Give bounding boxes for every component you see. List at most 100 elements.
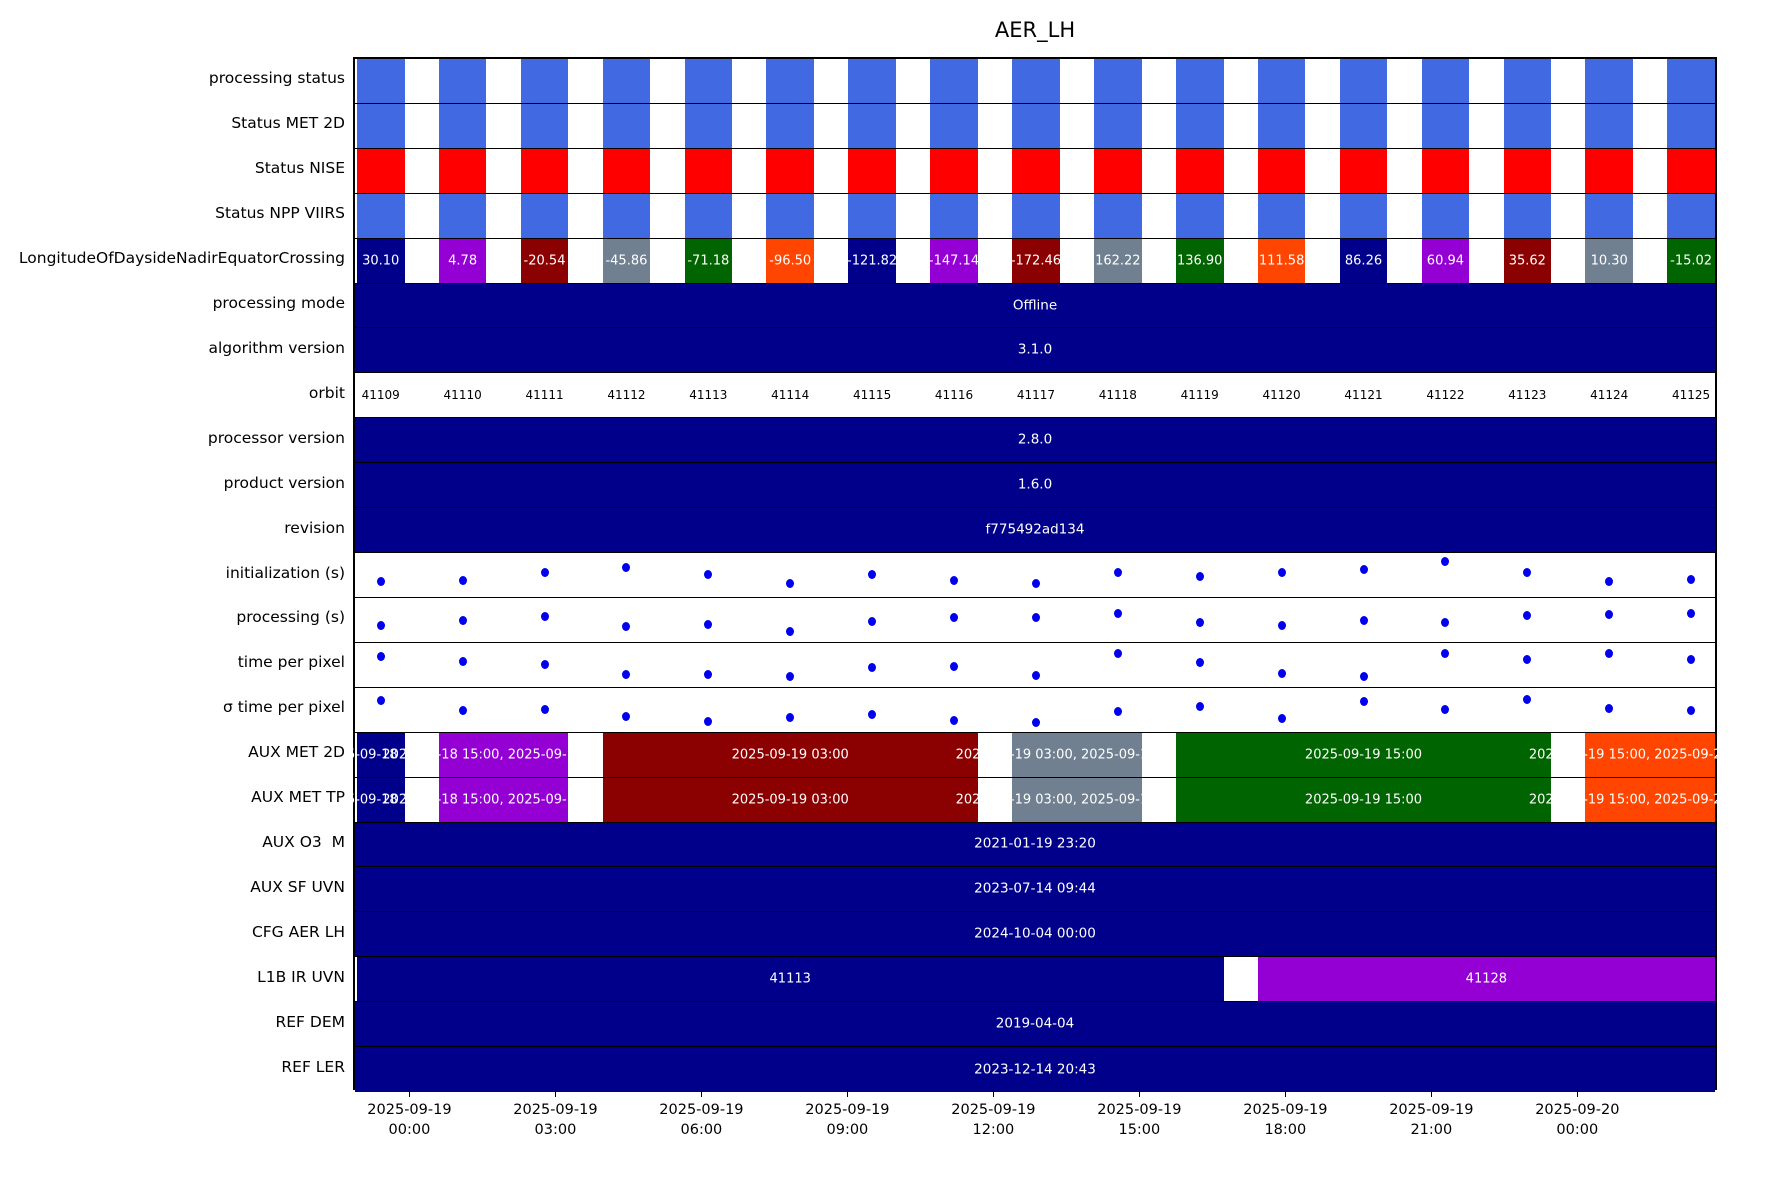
value-bar-label: 2023-07-14 09:44 (974, 880, 1096, 897)
longitude-block: -20.54 (520, 238, 569, 283)
data-point (704, 669, 713, 679)
data-point (540, 611, 549, 621)
aux-segment-label: 2025-09-19 15:00 (1304, 747, 1423, 763)
orbit-number: 41115 (853, 388, 892, 403)
granule-block (1175, 148, 1224, 193)
x-axis-tick-label: 2025-09-19 00:00 (367, 1102, 452, 1138)
row-cfg-aer-lh: 2024-10-04 00:00 (355, 912, 1715, 958)
granule-block (1339, 193, 1388, 238)
aux-segment-label: 2025-09-19 03:00 (731, 747, 849, 763)
orbit-number: 41113 (689, 388, 728, 403)
granule-block (930, 59, 978, 103)
granule-block (602, 59, 651, 103)
x-axis-tick-label: 2025-09-20 00:00 (1535, 1102, 1620, 1138)
granule-block (1094, 59, 1142, 103)
x-axis-tick-label: 2025-09-19 15:00 (1097, 1102, 1182, 1138)
granule-block (438, 103, 487, 148)
row-processing-mode: Offline (355, 283, 1715, 329)
row-label: algorithm version (208, 338, 345, 357)
aux-segment: 41113 (356, 957, 1224, 1002)
longitude-block: -15.02 (1667, 238, 1715, 283)
aux-segment-label: 2025-09-18 15:00, 2025-09-19 03:00 (382, 747, 625, 763)
data-point (1605, 703, 1614, 713)
value-bar-label: 2.8.0 (1017, 431, 1053, 448)
longitude-block: 111.58 (1257, 238, 1306, 283)
granule-block (356, 103, 405, 148)
data-point (704, 570, 713, 580)
row-revision: f775492ad134 (355, 508, 1715, 554)
data-point (1687, 609, 1696, 619)
aux-segment-label: 2025-09-19 15:00 (1304, 792, 1423, 808)
granule-block (1175, 103, 1224, 148)
data-point (1605, 648, 1614, 658)
aux-segment-label: 2025-09-18 15:00, 2025-09-19 03:00 (382, 792, 625, 808)
value-bar-label: 2021-01-19 23:20 (974, 835, 1096, 852)
granule-block (602, 148, 651, 193)
granule-block (1667, 148, 1715, 193)
data-point (868, 663, 877, 673)
longitude-value: 10.30 (1590, 253, 1628, 269)
orbit-number: 41116 (934, 388, 974, 403)
data-point (1523, 568, 1532, 578)
data-point (1359, 672, 1368, 682)
x-axis-tick-label: 2025-09-19 09:00 (805, 1102, 890, 1138)
granule-block (1012, 103, 1060, 148)
value-bar-label: 3.1.0 (1017, 341, 1053, 358)
granule-block (1585, 193, 1633, 238)
row-label: AUX O3 M (262, 832, 345, 851)
x-axis-tick (408, 1090, 411, 1097)
granule-block (848, 59, 896, 103)
aux-segment: 2025-09-19 15:00 (1175, 777, 1552, 822)
data-point (1277, 620, 1286, 630)
row-label: processing mode (212, 294, 345, 313)
row-label: AUX SF UVN (250, 877, 345, 896)
granule-block (1094, 148, 1142, 193)
row-label: AUX MET 2D (248, 743, 345, 762)
aux-segment: 41128 (1257, 957, 1715, 1002)
longitude-block: 136.90 (1175, 238, 1224, 283)
granule-block (1503, 148, 1552, 193)
row-processing-s- (355, 598, 1715, 643)
aux-segment-label: 41128 (1465, 971, 1508, 987)
x-axis-tick-label: 2025-09-19 21:00 (1389, 1102, 1474, 1138)
x-axis-tick-label: 2025-09-19 12:00 (951, 1102, 1036, 1138)
granule-block (684, 148, 733, 193)
data-point (1523, 611, 1532, 621)
longitude-value: 136.90 (1176, 253, 1223, 269)
chart-title: AER_LH (994, 18, 1076, 42)
row--time-per-pixel (355, 688, 1715, 733)
row-label: LongitudeOfDaysideNadirEquatorCrossing (18, 249, 345, 268)
granule-block (438, 193, 487, 238)
granule-block (1585, 148, 1633, 193)
data-point (1441, 705, 1450, 715)
row-label: REF LER (281, 1057, 345, 1076)
data-point (1031, 613, 1040, 623)
granule-block (766, 193, 815, 238)
aux-segment: 2025-09-18 15:00 (322, 777, 439, 822)
granule-block (1257, 193, 1306, 238)
longitude-value: -147.14 (928, 253, 980, 269)
orbit-number: 41122 (1426, 388, 1465, 403)
granule-block (684, 103, 733, 148)
longitude-block: -71.18 (684, 238, 733, 283)
longitude-value: 30.10 (362, 253, 400, 269)
data-point (1113, 648, 1122, 658)
longitude-block: 10.30 (1585, 238, 1633, 283)
row-status-met-2d (355, 103, 1715, 149)
row-ref-ler: 2023-12-14 20:43 (355, 1047, 1715, 1092)
granule-block (1503, 103, 1552, 148)
granule-block (684, 193, 733, 238)
granule-block (1012, 148, 1060, 193)
data-point (1359, 615, 1368, 625)
row-status-nise (355, 148, 1715, 194)
data-point (1195, 658, 1204, 667)
row-label: AUX MET TP (251, 788, 345, 807)
granule-block (766, 148, 815, 193)
orbit-number: 41117 (1016, 388, 1056, 403)
row-label: REF DEM (275, 1012, 345, 1031)
data-point (868, 709, 877, 719)
data-point (622, 670, 631, 680)
granule-block (602, 193, 651, 238)
row-label: processing status (208, 69, 345, 88)
aux-segment: 2025-09-19 15:00 (1175, 732, 1552, 777)
